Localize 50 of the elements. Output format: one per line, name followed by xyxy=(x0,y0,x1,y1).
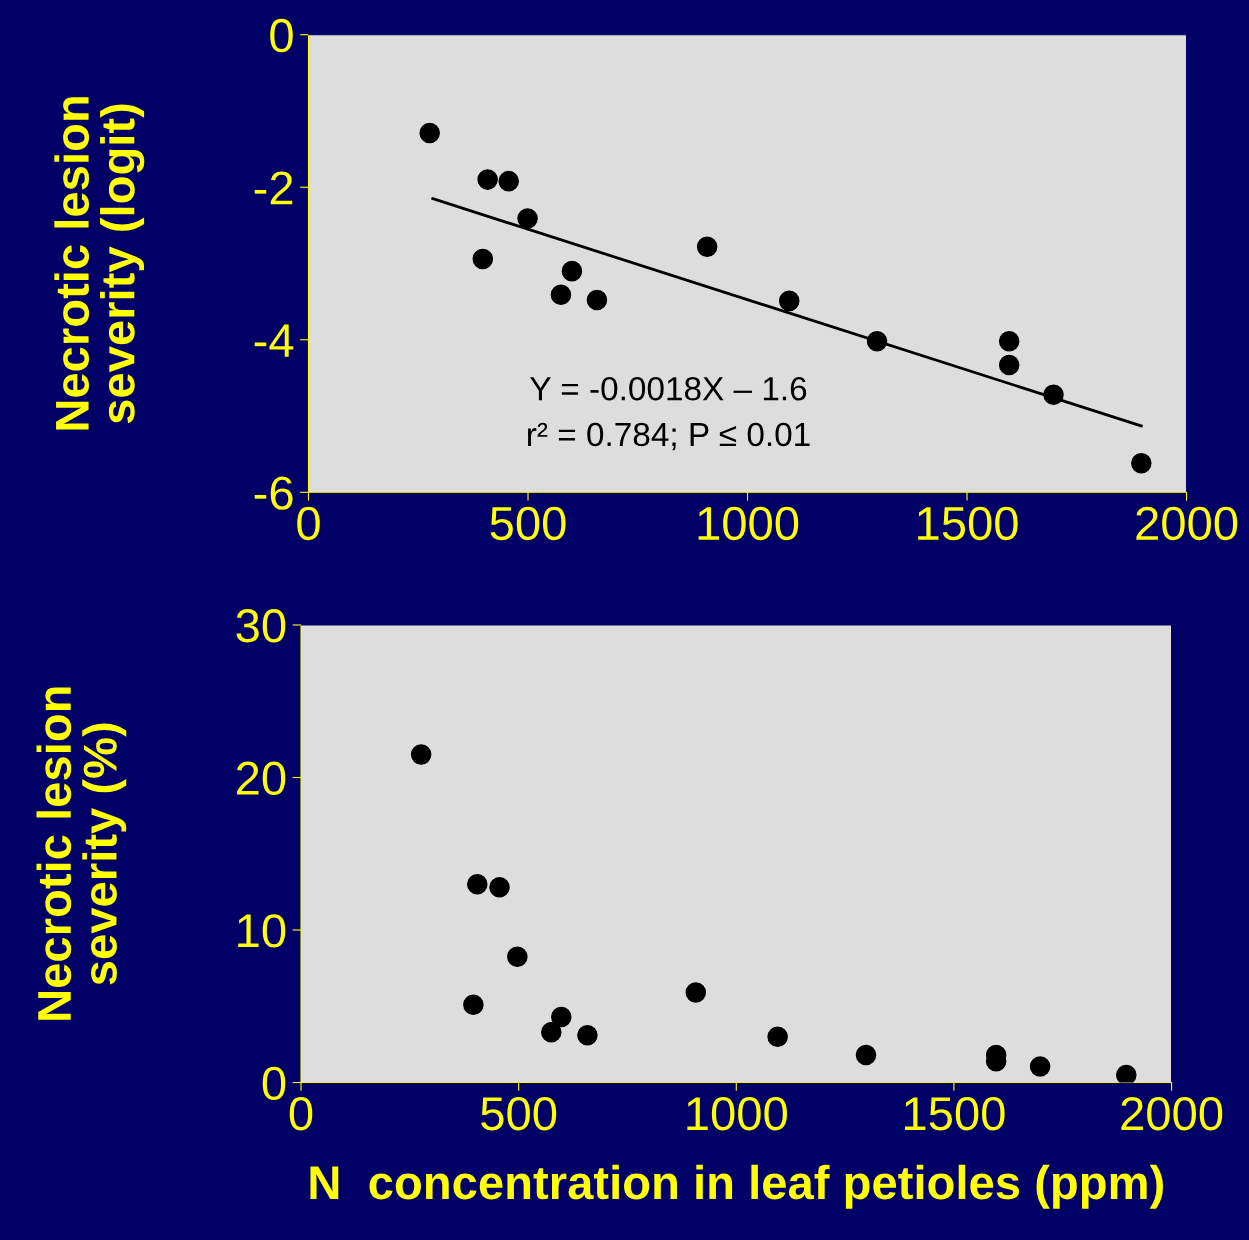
x-tick-label: 1500 xyxy=(905,1096,1005,1131)
annotation: Y = -0.0018X – 1.6 xyxy=(530,376,807,401)
y-tick-label: 20 xyxy=(236,761,286,796)
annotation: r² = 0.784; P ≤ 0.01 xyxy=(527,422,810,451)
point xyxy=(1043,384,1064,405)
point xyxy=(1116,1064,1137,1083)
point xyxy=(472,248,494,270)
point xyxy=(998,331,1020,352)
y-tick-label: -6 xyxy=(254,476,293,510)
point xyxy=(517,208,538,229)
y-tick-label: 10 xyxy=(238,914,286,948)
point xyxy=(489,877,510,898)
point xyxy=(498,170,519,192)
point xyxy=(855,1044,877,1066)
x-tick-label: 0 xyxy=(297,506,320,541)
point xyxy=(586,289,608,311)
x-tick-label: 1000 xyxy=(687,1096,787,1131)
point xyxy=(467,873,488,895)
point xyxy=(561,260,583,282)
point xyxy=(685,982,707,1003)
x-tick-label: 2000 xyxy=(1136,506,1238,541)
x-tick-label: 1000 xyxy=(698,506,799,541)
point xyxy=(767,1026,788,1048)
x-tick-label: 2000 xyxy=(1121,1096,1223,1131)
x-tick-label: 1500 xyxy=(918,506,1018,541)
point xyxy=(866,331,888,352)
y-tick-label: -2 xyxy=(254,171,293,205)
point xyxy=(477,169,498,190)
point xyxy=(1029,1056,1051,1077)
y-axis-title: Necrotic lesion severity (logit) xyxy=(54,97,145,430)
point xyxy=(507,946,528,967)
point xyxy=(463,994,484,1016)
point xyxy=(998,354,1020,376)
x-axis-title: N concentration in leaf petioles (ppm) xyxy=(310,1164,1163,1209)
y-tick-label: 0 xyxy=(262,1066,286,1101)
point xyxy=(1131,453,1152,474)
point xyxy=(419,122,440,144)
point xyxy=(550,284,572,306)
point xyxy=(696,236,718,257)
point xyxy=(541,1021,562,1043)
x-tick-label: 500 xyxy=(481,1096,557,1131)
point xyxy=(577,1024,598,1046)
y-tick-label: 30 xyxy=(236,609,286,643)
y-tick-label: 0 xyxy=(270,18,293,53)
point xyxy=(778,290,800,312)
point xyxy=(551,1006,572,1028)
y-tick-label: -4 xyxy=(254,324,294,357)
y-axis-title: Necrotic lesion severity (%) xyxy=(36,687,127,1020)
x-tick-label: 500 xyxy=(490,506,566,541)
point xyxy=(410,744,432,765)
